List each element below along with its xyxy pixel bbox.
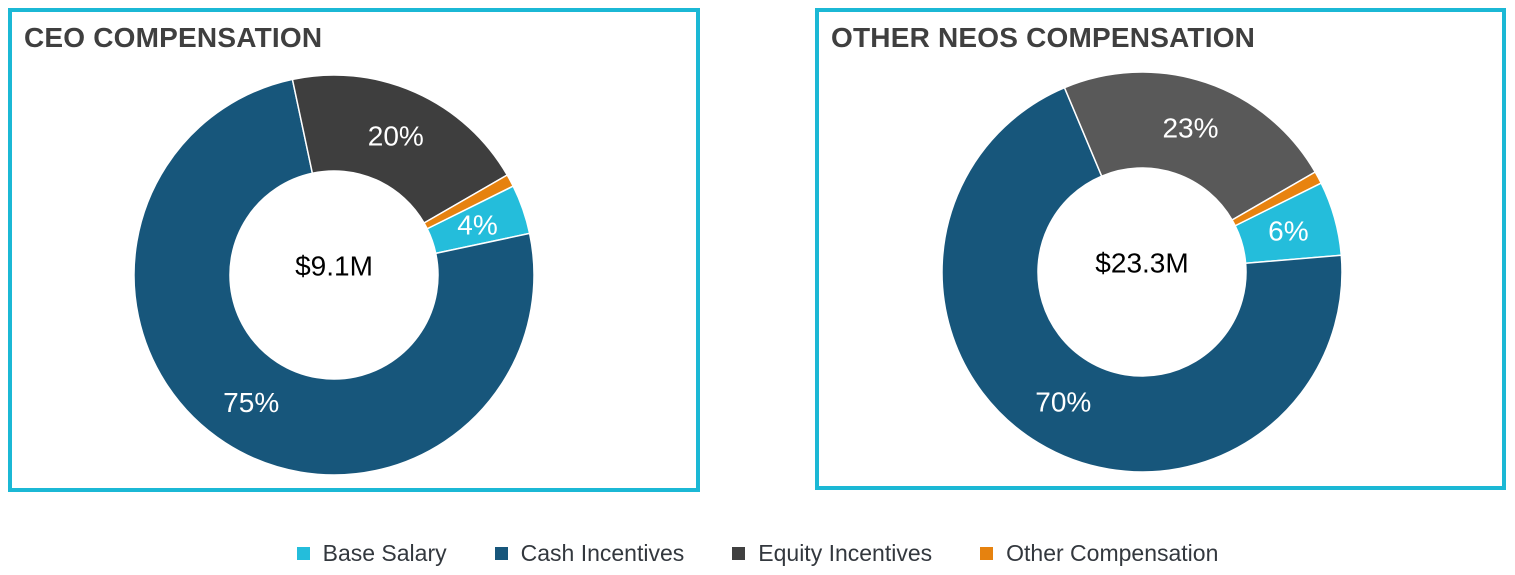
data-label-equity-incentives: 20%: [368, 121, 424, 152]
panel-other-neos-compensation: OTHER NEOS COMPENSATION 6% 70% 23% $23.3M: [815, 8, 1506, 490]
data-label-equity-incentives: 23%: [1162, 112, 1218, 143]
slice-cash-incentives: [133, 78, 535, 476]
chart-title-ceo: CEO COMPENSATION: [24, 22, 323, 53]
legend-label-base-salary: Base Salary: [322, 540, 447, 566]
legend-swatch-cash-incentives: [494, 547, 508, 560]
legend-item-equity-incentives: Equity Incentives: [732, 540, 932, 567]
data-label-base-salary: 4%: [457, 210, 497, 241]
donut-center-total: $23.3M: [1095, 248, 1188, 279]
donut-chart-ceo: 4% 75% 20% $9.1M: [133, 74, 535, 476]
chart-legend: Base Salary Cash Incentives Equity Incen…: [0, 540, 1515, 567]
legend-label-other-compensation: Other Compensation: [1006, 540, 1219, 566]
data-label-cash-incentives: 75%: [223, 387, 279, 418]
legend-item-other-compensation: Other Compensation: [980, 540, 1218, 567]
slice-cash-incentives: [941, 86, 1343, 473]
slice-equity-incentives: [291, 74, 509, 225]
legend-item-base-salary: Base Salary: [296, 540, 447, 567]
data-label-cash-incentives: 70%: [1035, 387, 1091, 418]
legend-swatch-base-salary: [296, 547, 310, 560]
slice-other-compensation: [1231, 170, 1323, 227]
legend-label-equity-incentives: Equity Incentives: [758, 540, 933, 566]
legend-label-cash-incentives: Cash Incentives: [520, 540, 685, 566]
legend-swatch-other-compensation: [980, 547, 994, 560]
chart-title-other-neos: OTHER NEOS COMPENSATION: [831, 22, 1256, 53]
legend-swatch-equity-incentives: [732, 547, 746, 560]
legend-item-cash-incentives: Cash Incentives: [494, 540, 685, 567]
slice-other-compensation: [423, 173, 515, 230]
donut-center-total: $9.1M: [295, 251, 373, 282]
panel-ceo-compensation: CEO COMPENSATION 4% 75% 20% $9.1M: [8, 8, 700, 492]
donut-chart-other-neos: 6% 70% 23% $23.3M: [941, 71, 1343, 473]
data-label-base-salary: 6%: [1268, 216, 1308, 247]
slice-equity-incentives: [1063, 71, 1317, 222]
